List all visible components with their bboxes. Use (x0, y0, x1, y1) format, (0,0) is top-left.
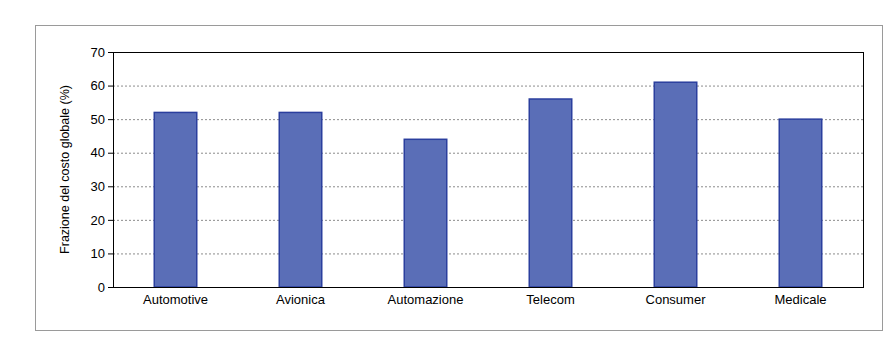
y-axis-line (113, 53, 114, 288)
bar (404, 139, 447, 287)
x-tick: Consumer (646, 287, 707, 307)
x-tick: Avionica (276, 287, 326, 307)
bar (529, 99, 572, 287)
y-tick-label: 10 (91, 246, 105, 261)
x-axis: Automotive Avionica Automazione Telecom Cons… (114, 287, 864, 307)
x-tick: Medicale (774, 287, 826, 307)
x-tick-label: Telecom (526, 292, 574, 307)
y-axis: 0 10 20 30 40 50 60 70 (91, 45, 114, 295)
y-tick-mark (108, 86, 113, 87)
y-tick-mark (108, 52, 113, 53)
x-tick-label: Automotive (143, 292, 208, 307)
y-tick-label: 70 (91, 45, 105, 60)
outer-frame (36, 26, 883, 331)
grid-line (113, 153, 863, 154)
y-tick-label: 60 (91, 78, 105, 93)
x-axis-line (114, 287, 864, 288)
y-tick: 10 (91, 246, 113, 261)
x-tick-label: Consumer (646, 292, 707, 307)
x-tick-label: Automazione (388, 292, 464, 307)
y-tick-mark (108, 253, 113, 254)
y-tick-mark (108, 153, 113, 154)
x-tick-label: Medicale (774, 292, 826, 307)
grid-line (113, 287, 863, 288)
bar (779, 119, 822, 287)
grid-line (113, 253, 863, 254)
y-tick-mark (108, 186, 113, 187)
y-tick-label: 30 (91, 179, 105, 194)
grid-line (113, 119, 863, 120)
grid-line (113, 220, 863, 221)
y-tick-mark (108, 220, 113, 221)
y-tick: 20 (91, 213, 113, 228)
bar (154, 112, 197, 287)
bar (654, 82, 697, 287)
y-tick: 70 (91, 45, 113, 60)
y-tick-mark (108, 287, 113, 288)
grid-line (113, 86, 863, 87)
grid-line (113, 186, 863, 187)
y-tick: 60 (91, 78, 113, 93)
y-tick: 0 (98, 280, 113, 295)
grid (113, 53, 863, 288)
plot-frame (114, 53, 864, 288)
y-tick-label: 40 (91, 145, 105, 160)
x-tick: Automazione (388, 287, 464, 307)
y-axis-title: Frazione del costo globale (%) (58, 85, 72, 254)
bar (279, 112, 322, 287)
y-tick-label: 50 (91, 112, 105, 127)
x-tick: Telecom (526, 287, 574, 307)
y-tick: 50 (91, 112, 113, 127)
y-tick-label: 0 (98, 280, 105, 295)
bars (154, 82, 822, 287)
x-tick: Automotive (143, 287, 208, 307)
chart: 0 10 20 30 40 50 60 70 Automotive Avionica Automaz… (0, 0, 894, 342)
y-tick-mark (108, 119, 113, 120)
y-tick: 40 (91, 145, 113, 160)
y-tick: 30 (91, 179, 113, 194)
x-tick-label: Avionica (276, 292, 326, 307)
y-tick-label: 20 (91, 213, 105, 228)
plot: 0 10 20 30 40 50 60 70 Automotive Avionica Automaz… (91, 45, 864, 308)
